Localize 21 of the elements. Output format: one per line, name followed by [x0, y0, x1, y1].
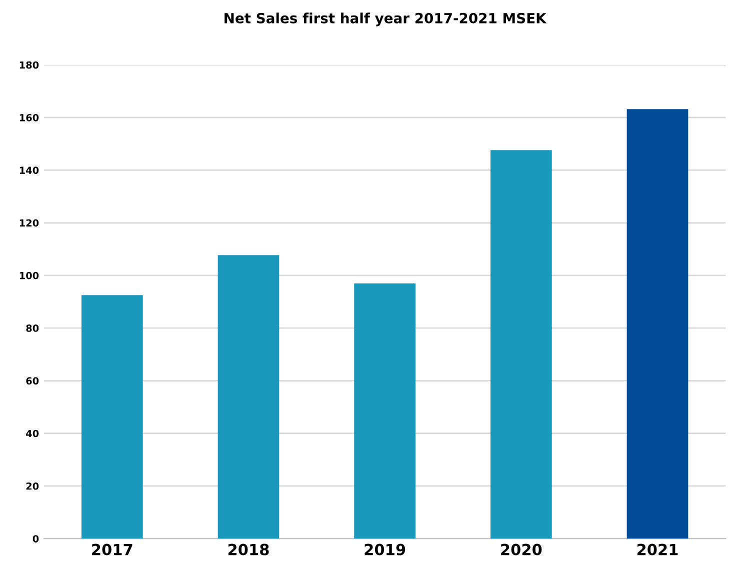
y-tick-label: 160	[20, 114, 39, 122]
x-tick-label: 2021	[637, 544, 678, 556]
y-tick-label: 120	[20, 219, 39, 227]
y-tick-label: 100	[20, 272, 39, 280]
y-tick-label: 0	[32, 535, 39, 542]
bar	[218, 255, 280, 539]
x-tick-label: 2020	[501, 544, 542, 556]
x-tick-label: 2018	[228, 544, 269, 556]
x-tick-label: 2019	[364, 544, 406, 556]
bar	[490, 150, 552, 539]
y-tick-label: 180	[20, 61, 39, 69]
chart-title: Net Sales first half year 2017-2021 MSEK	[224, 12, 547, 26]
y-tick-label: 80	[26, 324, 39, 332]
y-tick-label: 40	[26, 430, 39, 438]
bar	[626, 109, 688, 539]
y-tick-label: 60	[26, 377, 39, 385]
bar	[81, 295, 143, 539]
bar	[354, 283, 416, 539]
y-tick-label: 140	[20, 166, 39, 174]
y-tick-label: 20	[26, 482, 39, 490]
x-tick-label: 2017	[92, 544, 132, 556]
